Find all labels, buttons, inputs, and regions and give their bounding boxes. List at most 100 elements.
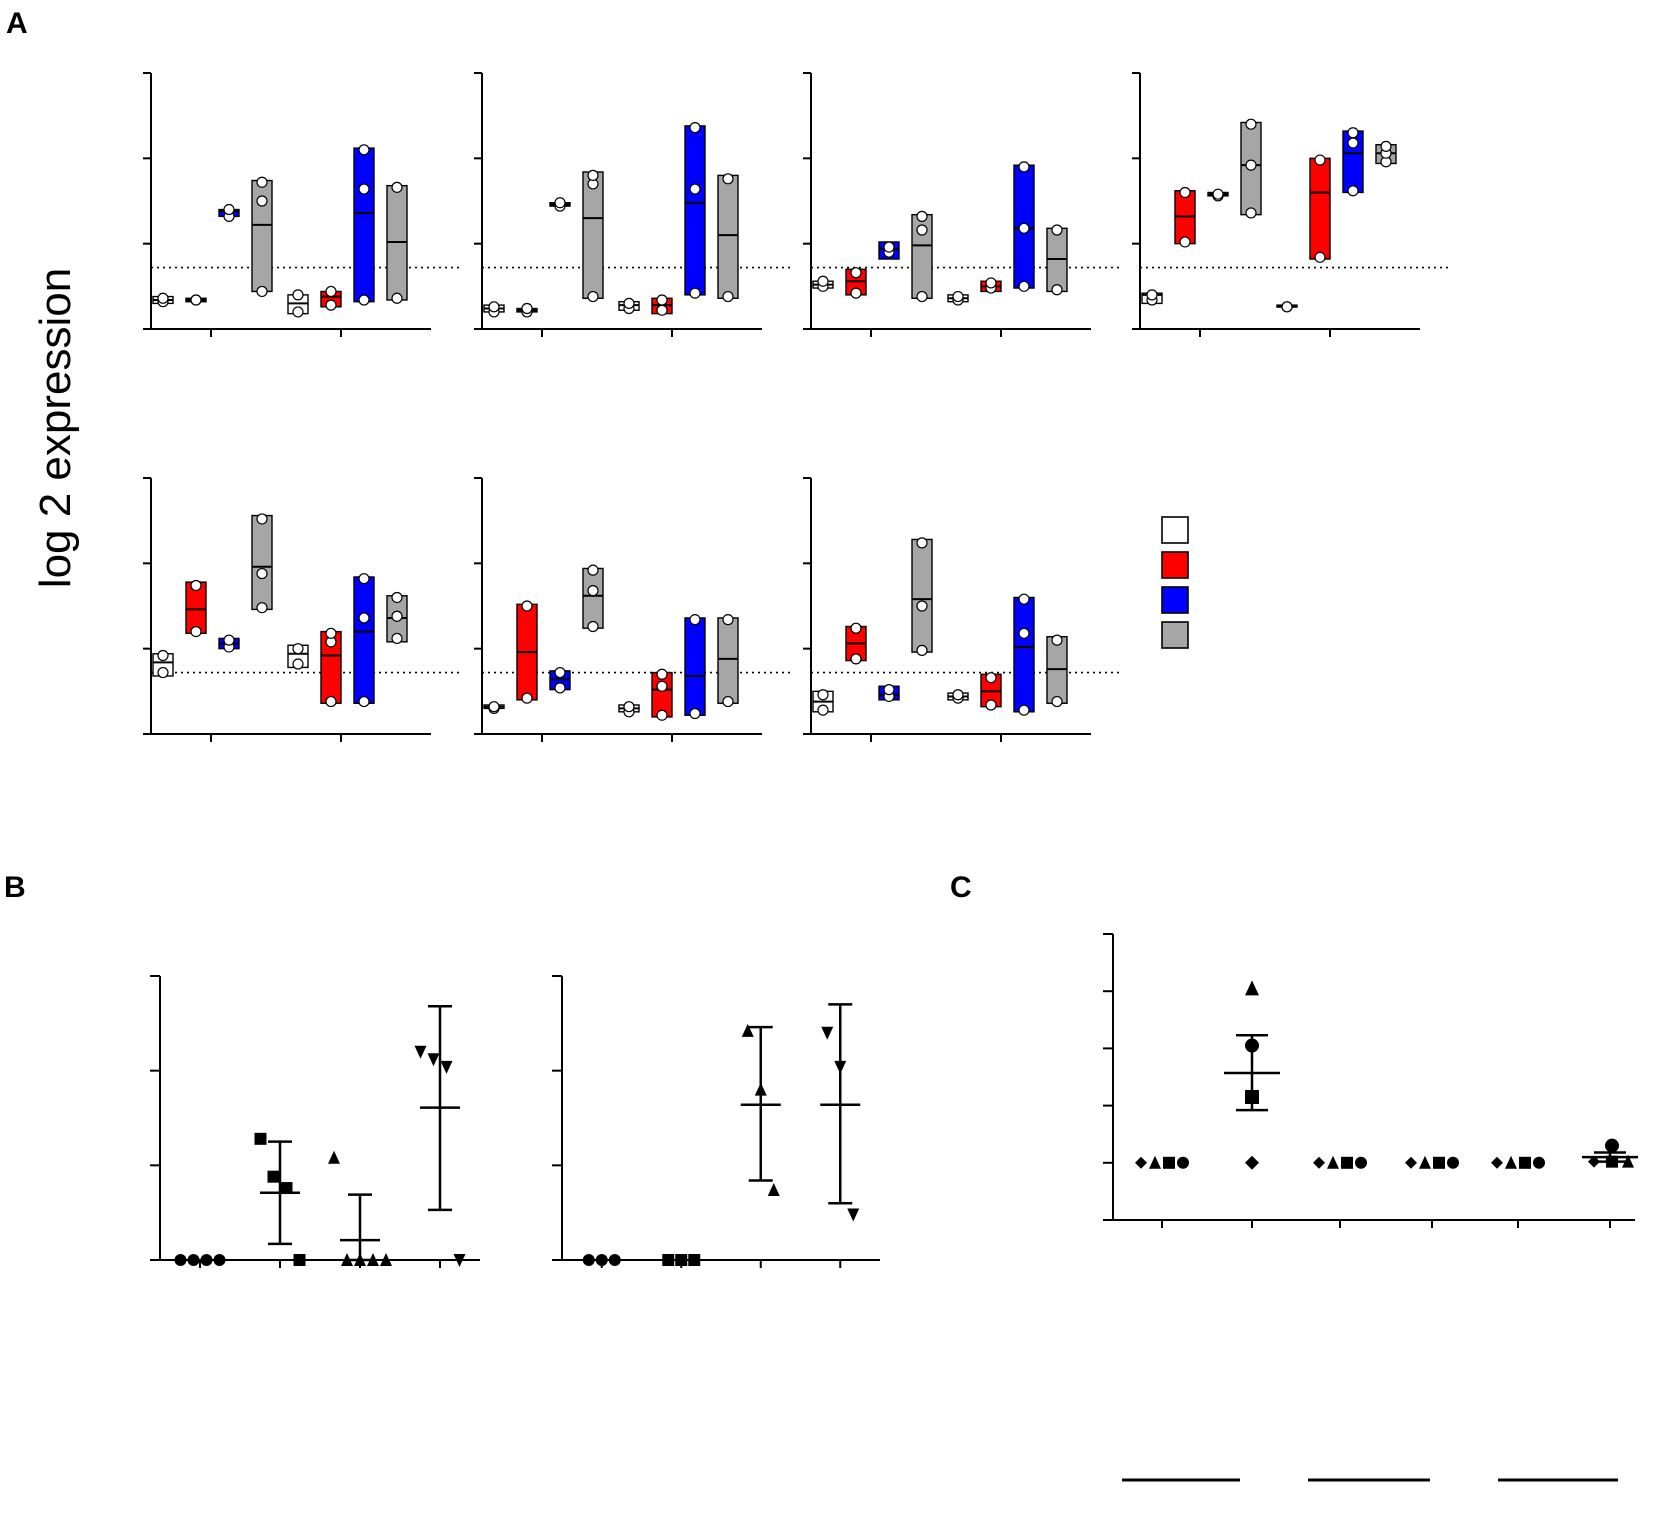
legend-swatch-polyi-c — [1161, 551, 1189, 579]
data-point — [1314, 251, 1326, 263]
data-point — [850, 622, 862, 634]
data-point — [689, 707, 701, 720]
data-point — [623, 701, 635, 713]
data-point — [1281, 301, 1293, 313]
data-point — [325, 627, 337, 639]
data-point — [157, 666, 169, 679]
data-point — [1405, 1156, 1417, 1169]
data-point — [1355, 1156, 1367, 1169]
data-point — [587, 585, 599, 597]
data-point — [213, 1254, 226, 1266]
subplot-ifna7 — [474, 72, 794, 337]
data-point — [1447, 1156, 1459, 1169]
data-point — [554, 666, 566, 679]
data-point — [582, 1254, 595, 1266]
data-point — [952, 290, 964, 303]
data-point — [223, 634, 235, 646]
bar-cd1c-polyi-c-r848 — [717, 174, 739, 299]
data-point — [817, 704, 829, 716]
data-point — [256, 285, 268, 298]
il29-chart — [1103, 933, 1638, 1482]
data-point — [1622, 1154, 1634, 1168]
data-point — [200, 1254, 213, 1266]
data-point — [656, 680, 668, 692]
data-point — [414, 1045, 427, 1059]
data-point — [587, 564, 599, 576]
data-point — [325, 285, 337, 298]
bar-cd1c-r848 — [684, 125, 706, 296]
data-point — [157, 649, 169, 662]
data-point — [341, 1253, 353, 1266]
data-point — [985, 277, 997, 289]
data-point — [391, 632, 403, 645]
data-point — [850, 267, 862, 279]
data-point — [391, 292, 403, 304]
ifn-lambda-chart — [150, 975, 480, 1268]
data-point — [1146, 289, 1158, 301]
data-point — [1314, 154, 1326, 166]
data-point — [883, 241, 895, 253]
bar-cd141-polyi-c-r848 — [582, 567, 604, 629]
data-point — [292, 289, 304, 301]
bar-cd1c-r848 — [684, 617, 706, 716]
data-point — [358, 573, 370, 585]
data-point — [1245, 207, 1257, 219]
data-point — [325, 299, 337, 311]
data-point — [292, 643, 304, 655]
panel-a — [143, 72, 1452, 742]
data-point — [1347, 127, 1359, 139]
data-point — [256, 176, 268, 188]
subplot-ifna21 — [803, 72, 1123, 337]
data-point — [292, 658, 304, 670]
data-point — [267, 1170, 280, 1183]
data-point — [554, 197, 566, 209]
data-point — [1212, 188, 1224, 200]
data-point — [521, 302, 533, 315]
panel-a-ylabel: log 2 expression — [31, 268, 80, 588]
data-point — [722, 614, 734, 626]
data-point — [391, 181, 403, 193]
bar-cd141-polyi-c-r848 — [582, 171, 604, 299]
data-point — [358, 294, 370, 306]
data-point — [850, 653, 862, 665]
data-point — [587, 290, 599, 303]
data-point — [157, 292, 169, 304]
legend-swatch-r848 — [1161, 586, 1189, 614]
data-point — [280, 1182, 293, 1195]
data-point — [453, 1254, 466, 1267]
data-point — [1163, 1156, 1175, 1169]
panel-label-b: B — [4, 871, 26, 904]
data-point — [689, 614, 701, 626]
data-point — [190, 625, 202, 638]
data-point — [391, 610, 403, 622]
data-point — [190, 294, 202, 306]
data-point — [488, 701, 500, 713]
panel-label-a: A — [6, 7, 28, 40]
legend-swatch-untreated — [1161, 516, 1189, 544]
data-point — [1018, 161, 1030, 173]
data-point — [1051, 695, 1063, 708]
data-point — [427, 1053, 440, 1067]
data-point — [292, 306, 304, 318]
data-point — [488, 301, 500, 313]
data-point — [1491, 1156, 1503, 1169]
data-point — [358, 695, 370, 708]
subplot-ifnl3 — [803, 477, 1123, 742]
subplot-ifnl2 — [474, 477, 794, 742]
data-point — [223, 203, 235, 216]
data-point — [916, 644, 928, 656]
data-point — [367, 1253, 379, 1266]
data-point — [1347, 185, 1359, 197]
data-point — [254, 1132, 267, 1145]
data-point — [722, 695, 734, 708]
data-point — [1327, 1155, 1339, 1169]
data-point — [1051, 634, 1063, 646]
data-point — [293, 1254, 306, 1266]
data-point — [328, 1150, 340, 1164]
data-point — [1347, 137, 1359, 149]
data-point — [916, 224, 928, 236]
data-point — [662, 1254, 675, 1266]
data-point — [1018, 280, 1030, 292]
data-point — [1433, 1156, 1445, 1169]
data-point — [675, 1254, 688, 1266]
